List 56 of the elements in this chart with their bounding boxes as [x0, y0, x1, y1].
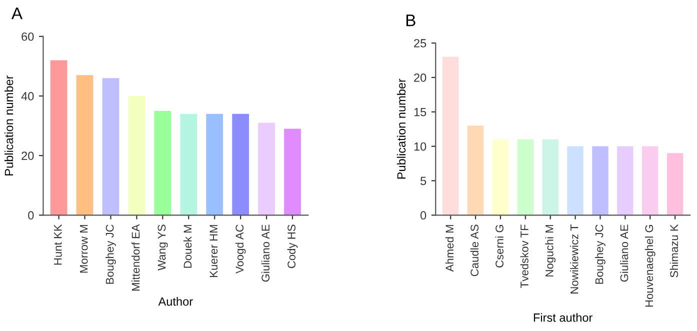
y-axis-title: Publication number [4, 75, 14, 176]
x-tick-label: Mittendorf EA [132, 224, 140, 291]
bar [542, 139, 558, 216]
x-tick-label: Giuliano AE [261, 224, 270, 282]
bar [592, 146, 608, 216]
bar [642, 146, 658, 216]
bar [258, 122, 275, 216]
x-tick-label: Nowikiewicz T [570, 224, 578, 294]
x-tick-label: Boughey JC [595, 224, 606, 284]
x-tick-label: Caudle AS [470, 224, 479, 276]
bar [232, 114, 249, 216]
y-tick-label: 60 [22, 32, 34, 41]
y-tick-label: 20 [22, 152, 34, 160]
x-tick-label: Cserni G [495, 225, 504, 268]
x-tick-label: Ahmed M [445, 225, 454, 272]
bar [442, 56, 459, 216]
bar [467, 126, 484, 216]
y-tick-label: 10 [414, 142, 426, 151]
y-tick-label: 5 [420, 176, 426, 186]
chart-title: B [406, 14, 416, 26]
bar [154, 110, 172, 216]
y-tick-label: 25 [414, 39, 426, 48]
bar [206, 114, 224, 216]
bar [517, 139, 534, 216]
y-tick-label: 15 [414, 108, 426, 116]
bar [76, 75, 94, 216]
x-tick-label: Voogd AC [235, 224, 246, 274]
y-tick-label: 0 [28, 211, 34, 220]
x-tick-label: Morrow M [80, 225, 88, 273]
x-tick-label: Kuerer HM [210, 225, 218, 277]
x-tick-label: Shimazu K [670, 224, 678, 278]
bar [492, 139, 509, 216]
x-axis-title: First author [534, 313, 592, 322]
bar [180, 114, 198, 216]
x-axis-title: Author [158, 297, 193, 306]
y-axis-title: Publication number [396, 78, 406, 179]
bar [617, 146, 634, 216]
x-tick-label: Houvenaeghel G [644, 225, 656, 307]
y-tick-label: 40 [21, 92, 34, 100]
x-tick-label: Cody HS [287, 224, 298, 268]
bar [50, 60, 68, 216]
bar [666, 153, 684, 216]
bar [567, 146, 584, 216]
chart-title: A [11, 8, 23, 20]
x-tick-label: Wang YS [158, 224, 168, 270]
x-tick-label: Hunt KK [54, 224, 62, 265]
x-tick-label: Douek M [183, 225, 192, 268]
x-tick-label: Noguchi M [545, 225, 556, 276]
y-tick-label: 0 [420, 211, 426, 220]
x-tick-label: Tvedskov TF [520, 224, 528, 288]
bar [128, 96, 146, 216]
bar [102, 78, 120, 216]
bar [284, 128, 301, 216]
y-tick-label: 20 [414, 73, 426, 82]
x-tick-label: Boughey JC [106, 224, 116, 284]
x-tick-label: Giuliano AE [620, 224, 628, 282]
